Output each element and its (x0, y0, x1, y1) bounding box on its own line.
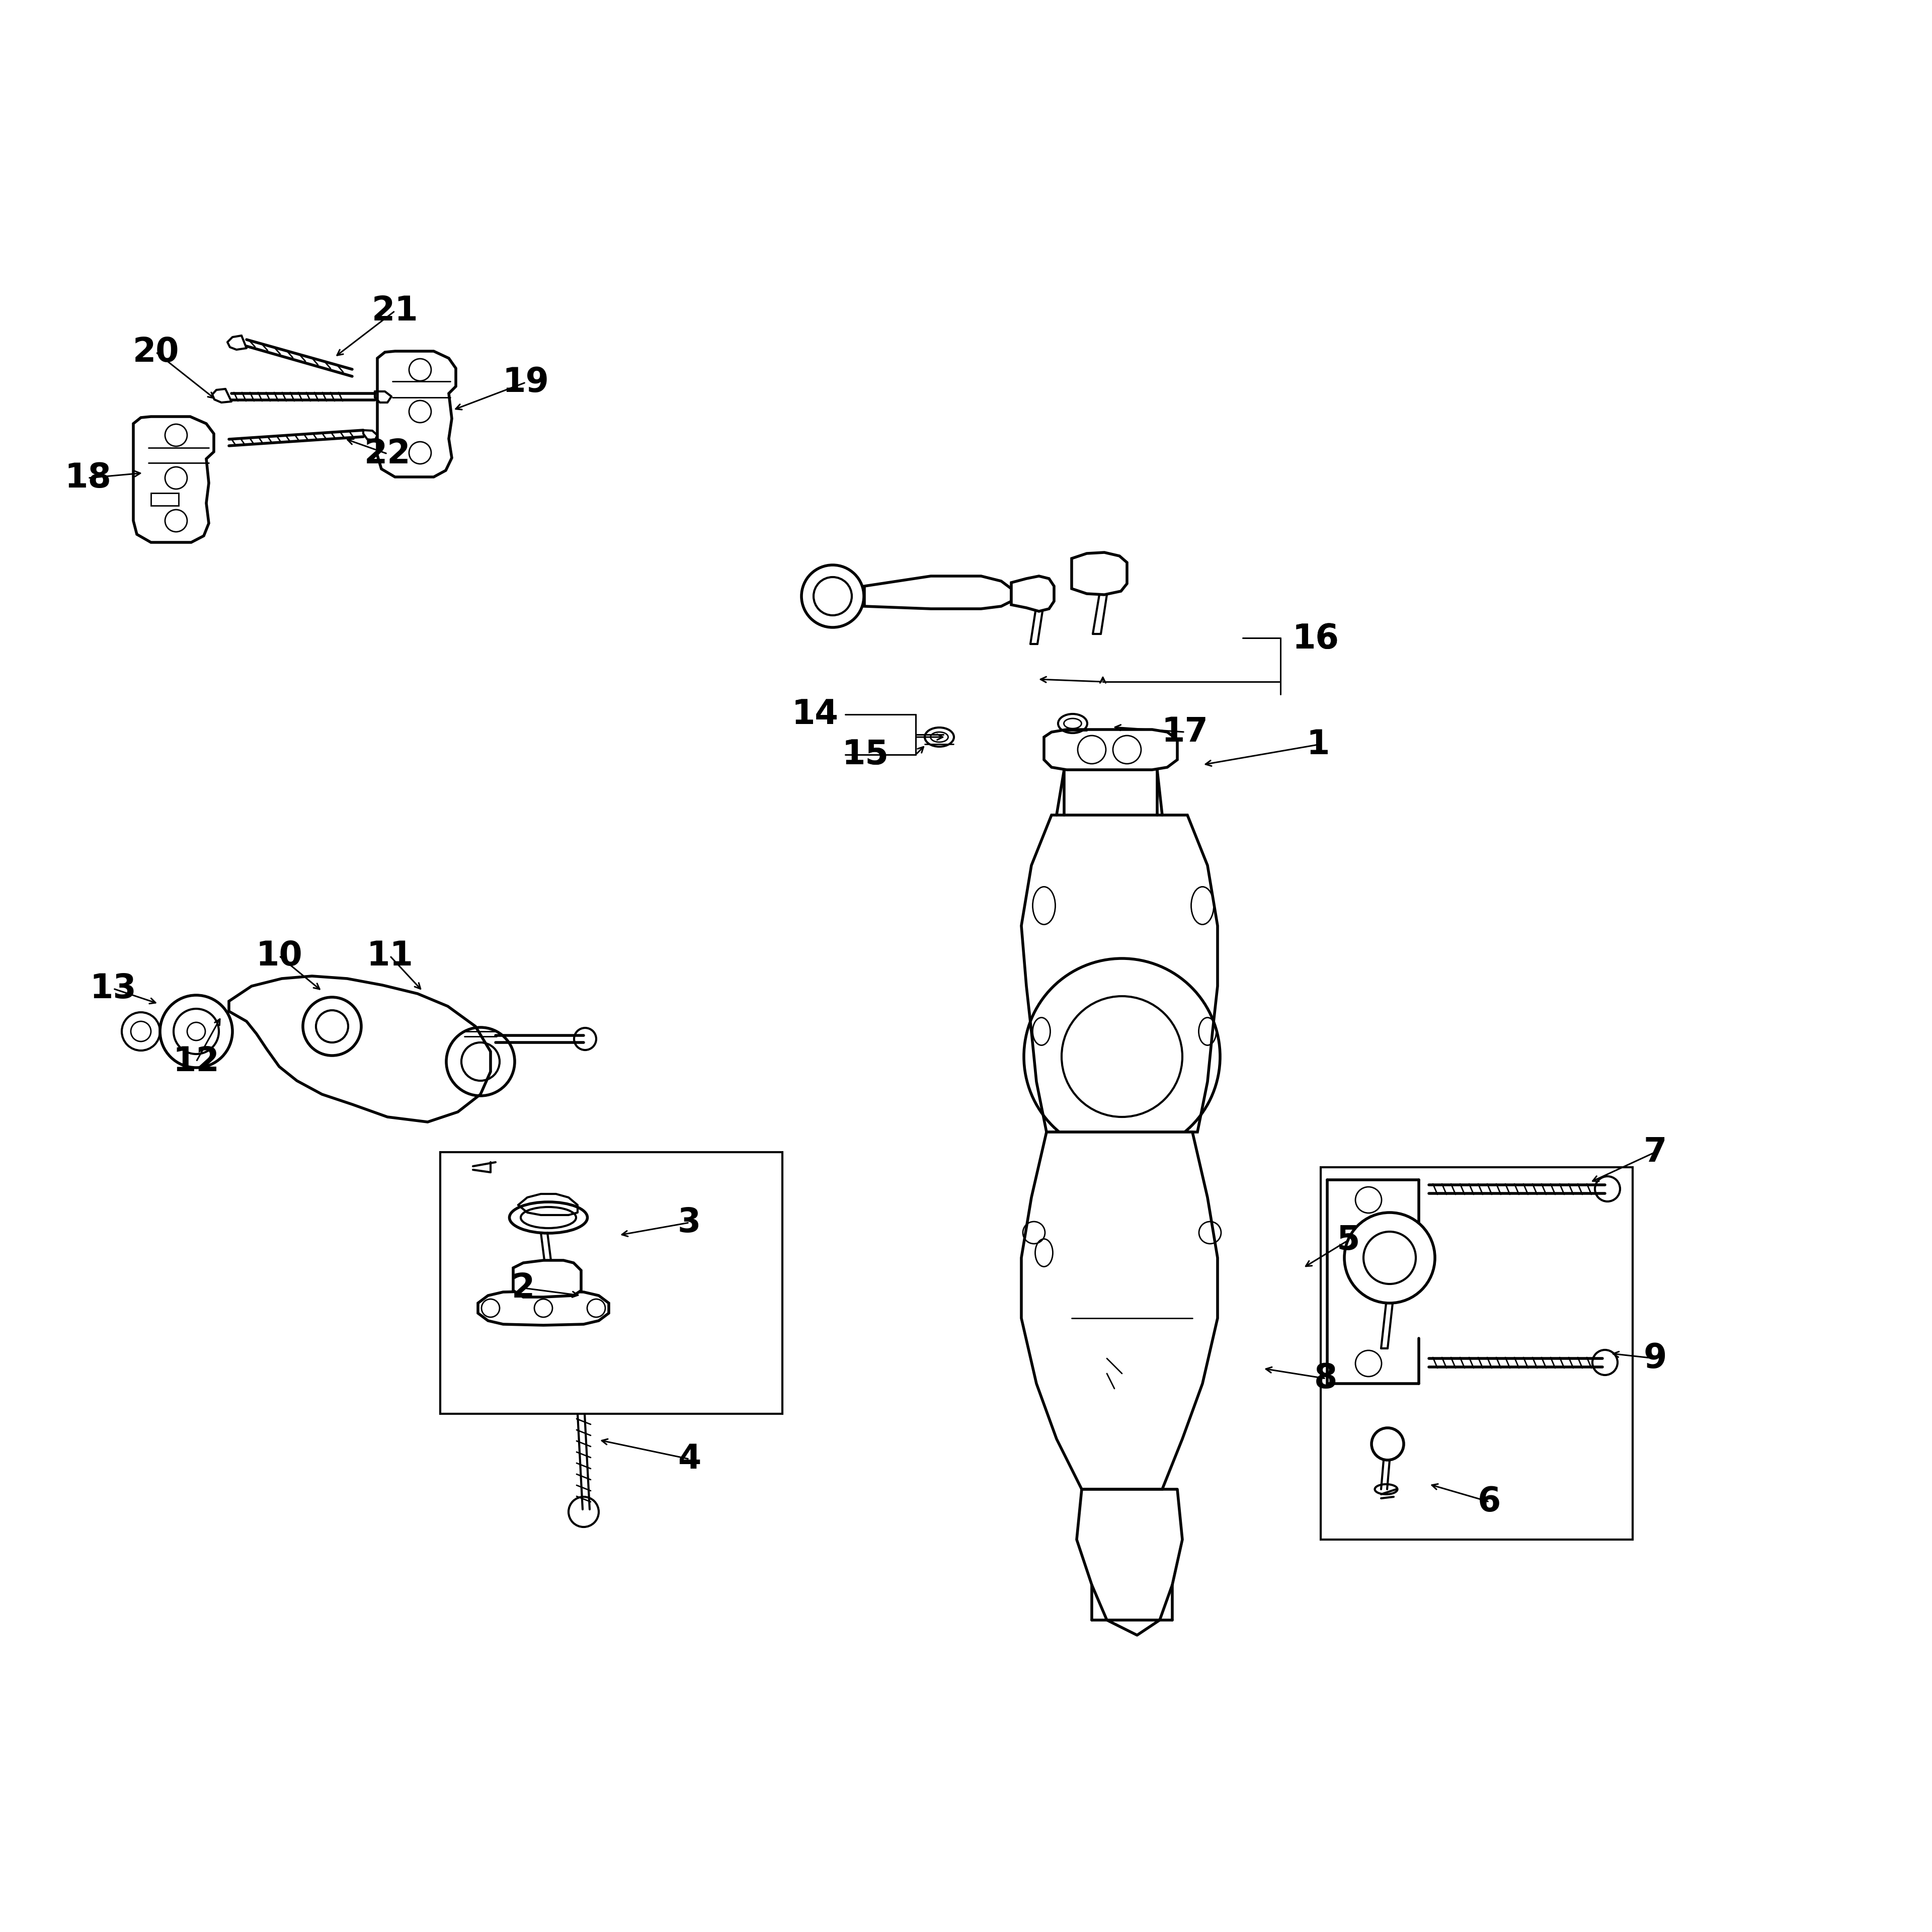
Polygon shape (1022, 815, 1217, 1132)
Circle shape (574, 1028, 597, 1049)
Text: 11: 11 (367, 939, 413, 972)
Text: 5: 5 (1337, 1223, 1360, 1258)
Text: 14: 14 (792, 697, 838, 730)
Bar (1321, 1167, 1633, 1540)
Text: 20: 20 (133, 336, 180, 369)
Polygon shape (1022, 1132, 1217, 1490)
Text: 3: 3 (678, 1206, 701, 1238)
Bar (440, 1151, 782, 1414)
Polygon shape (1010, 576, 1055, 611)
Text: 21: 21 (371, 294, 419, 328)
Polygon shape (864, 576, 1010, 609)
Polygon shape (1043, 730, 1177, 769)
Text: 6: 6 (1478, 1486, 1501, 1519)
Text: 8: 8 (1314, 1362, 1337, 1395)
Circle shape (1596, 1177, 1621, 1202)
Text: 19: 19 (502, 365, 549, 400)
Text: 10: 10 (255, 939, 303, 972)
Polygon shape (1072, 553, 1126, 595)
Text: 22: 22 (363, 437, 412, 469)
Text: 9: 9 (1644, 1343, 1667, 1376)
Text: 14: 14 (792, 697, 838, 730)
Text: 18: 18 (64, 462, 112, 495)
Polygon shape (228, 976, 491, 1122)
Text: 15: 15 (842, 738, 889, 771)
Polygon shape (477, 1291, 609, 1325)
Text: 16: 16 (1293, 622, 1339, 655)
Polygon shape (514, 1260, 582, 1296)
Text: 17: 17 (1161, 715, 1208, 748)
Bar (151, 493, 178, 506)
Text: 7: 7 (1644, 1136, 1667, 1169)
Text: 16: 16 (1293, 622, 1339, 655)
Text: 1: 1 (1306, 728, 1329, 761)
Text: 12: 12 (172, 1045, 220, 1078)
Text: 15: 15 (842, 738, 889, 771)
Polygon shape (133, 417, 214, 543)
Polygon shape (377, 352, 456, 477)
Circle shape (1592, 1350, 1617, 1376)
Circle shape (1372, 1428, 1405, 1461)
Circle shape (568, 1497, 599, 1526)
Text: 2: 2 (512, 1271, 535, 1304)
Text: 4: 4 (678, 1443, 701, 1476)
Text: 13: 13 (91, 972, 137, 1005)
